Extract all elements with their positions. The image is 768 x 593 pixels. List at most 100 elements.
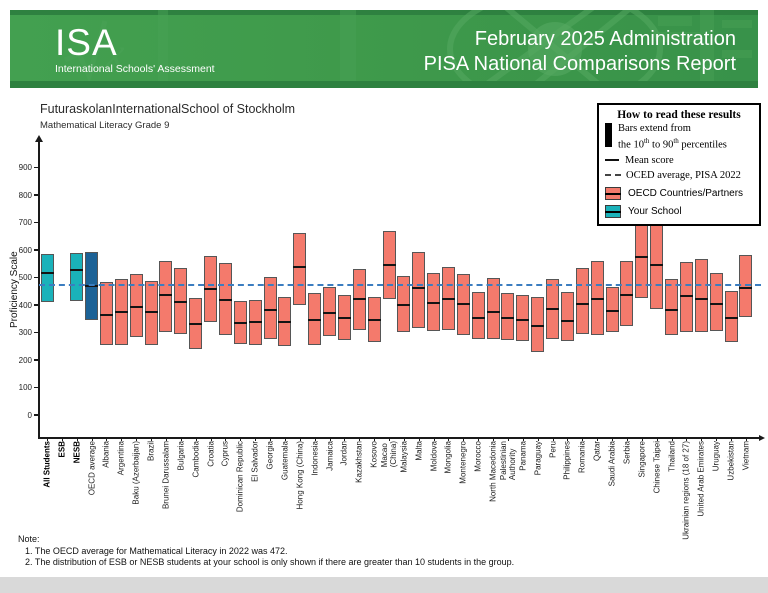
x-label: Serbia (622, 441, 632, 465)
mean-line (159, 294, 173, 296)
x-label: Moldova (429, 441, 439, 472)
report-title-line1: February 2025 Administration (474, 28, 736, 50)
x-tick (121, 438, 123, 441)
mean-line (367, 319, 381, 322)
banner-bottom-strip (10, 81, 758, 88)
x-tick (507, 438, 509, 441)
legend-mean-text: Mean score (625, 154, 674, 166)
bar-uzbekistan (724, 290, 738, 342)
mean-line (739, 286, 753, 289)
mean-line (308, 319, 322, 322)
x-label: Chinese Taipei (652, 441, 662, 494)
x-label: Hong Kong (China) (295, 441, 305, 510)
x-tick (47, 438, 48, 441)
bar-united-arab-emirates (694, 258, 708, 333)
bar-all-students (40, 254, 54, 303)
mean-line (546, 308, 560, 311)
y-tick-label: 500 (18, 273, 32, 282)
mean-line (650, 264, 664, 267)
x-tick (91, 438, 93, 441)
x-label: ESB (57, 441, 67, 458)
bar-palestinian-authority (501, 292, 515, 341)
x-label: Saudi Arabia (607, 441, 617, 487)
x-label: Philippines (562, 441, 572, 480)
bar-dominican-republic (233, 301, 247, 345)
x-tick (151, 438, 153, 441)
svg-text:x: x (104, 29, 125, 78)
mean-line (85, 285, 99, 288)
x-label: Malta (414, 441, 424, 461)
x-tick (552, 438, 554, 441)
percentile-bar-icon (605, 123, 612, 147)
x-label: All Students (42, 441, 52, 488)
mean-line (590, 298, 604, 301)
header-banner: x ISA International Schools' Assessment … (10, 10, 758, 88)
bar-philippines (560, 291, 574, 342)
y-axis (38, 141, 40, 437)
x-tick (626, 438, 628, 441)
x-label: El Salvador (250, 441, 260, 482)
x-label: Thailand (667, 441, 677, 472)
y-tick-label: 200 (18, 355, 32, 365)
bar-serbia (620, 261, 634, 326)
x-label: Albania (101, 441, 111, 468)
x-tick (463, 438, 465, 441)
x-tick (731, 438, 733, 441)
bar-uruguay (709, 272, 723, 331)
mean-line (665, 308, 679, 311)
x-tick (76, 438, 78, 441)
footer-gray-band (0, 577, 768, 593)
mean-line (531, 324, 545, 327)
bar-jordan (337, 294, 351, 340)
bar-north-macedonia (486, 277, 500, 339)
y-tick-label: 100 (18, 383, 32, 392)
mean-line (501, 316, 515, 319)
x-label: Morocco (473, 441, 483, 472)
legend-oecd-average-text: OCED average, PISA 2022 (626, 169, 741, 181)
x-label: Brunei Darussalam (161, 441, 171, 510)
y-tick (34, 359, 38, 361)
x-tick (284, 438, 286, 441)
bar-bulgaria (174, 267, 188, 334)
mean-line (620, 294, 634, 297)
bar-thailand (665, 279, 679, 336)
isa-logo-subtitle: International Schools' Assessment (55, 63, 215, 75)
y-tick (34, 304, 38, 306)
x-tick (180, 438, 182, 441)
mean-line (263, 308, 277, 311)
mean-line (516, 319, 530, 322)
x-tick (255, 438, 257, 441)
y-tick (34, 221, 38, 224)
mean-line (129, 305, 143, 308)
bar-baku-azerbaijan- (129, 274, 143, 337)
mean-line (293, 265, 307, 268)
mean-line (189, 322, 203, 325)
y-tick-label: 600 (18, 245, 32, 255)
mean-line (441, 298, 455, 301)
x-tick (359, 438, 361, 441)
x-tick (136, 438, 138, 441)
bar-albania (99, 282, 113, 346)
x-label: Romania (577, 441, 587, 474)
bar-mongolia (441, 266, 455, 330)
bar-nesb (70, 253, 84, 302)
oecd-average-reference-line (39, 284, 761, 287)
bar-macao-china- (382, 231, 396, 299)
mean-line (709, 303, 723, 306)
legend-percentile-item: Bars extend from the 10th to 90th percen… (605, 122, 753, 152)
y-tick (34, 386, 38, 389)
mean-line (337, 316, 351, 319)
x-label: Paraguay (533, 441, 543, 476)
legend-your-school-text: Your School (628, 205, 682, 217)
x-tick (374, 438, 376, 441)
x-label: Singapore (637, 441, 647, 478)
x-label: Indonesia (310, 441, 320, 476)
note-2: 2. The distribution of ESB or NESB stude… (25, 557, 515, 567)
x-tick (656, 438, 658, 441)
x-tick (225, 438, 227, 441)
report-title: February 2025 Administration PISA Nation… (424, 27, 736, 77)
x-tick (314, 438, 316, 441)
x-label: NESB (72, 441, 82, 464)
mean-line (114, 310, 128, 313)
dashed-line-icon (605, 174, 621, 176)
